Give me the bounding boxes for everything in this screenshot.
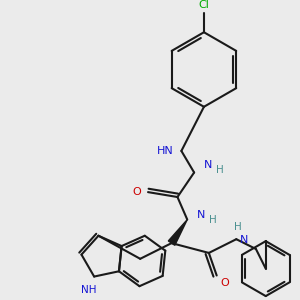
Text: HN: HN: [157, 146, 174, 156]
Text: N: N: [240, 235, 248, 245]
Text: Cl: Cl: [199, 0, 209, 10]
Text: O: O: [220, 278, 229, 288]
Text: O: O: [132, 187, 141, 197]
Text: NH: NH: [82, 285, 97, 295]
Text: H: H: [234, 222, 242, 233]
Text: H: H: [209, 214, 217, 225]
Polygon shape: [168, 220, 187, 245]
Text: N: N: [197, 210, 205, 220]
Text: H: H: [216, 165, 224, 175]
Text: N: N: [204, 160, 212, 170]
